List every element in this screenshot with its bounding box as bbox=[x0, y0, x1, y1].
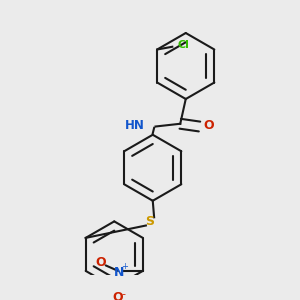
Text: N: N bbox=[114, 266, 124, 279]
Text: +: + bbox=[122, 262, 128, 271]
Text: -: - bbox=[121, 289, 125, 299]
Text: S: S bbox=[146, 215, 154, 228]
Text: HN: HN bbox=[124, 118, 145, 132]
Text: O: O bbox=[204, 118, 214, 132]
Text: O: O bbox=[95, 256, 106, 269]
Text: Cl: Cl bbox=[178, 40, 190, 50]
Text: O: O bbox=[113, 290, 123, 300]
